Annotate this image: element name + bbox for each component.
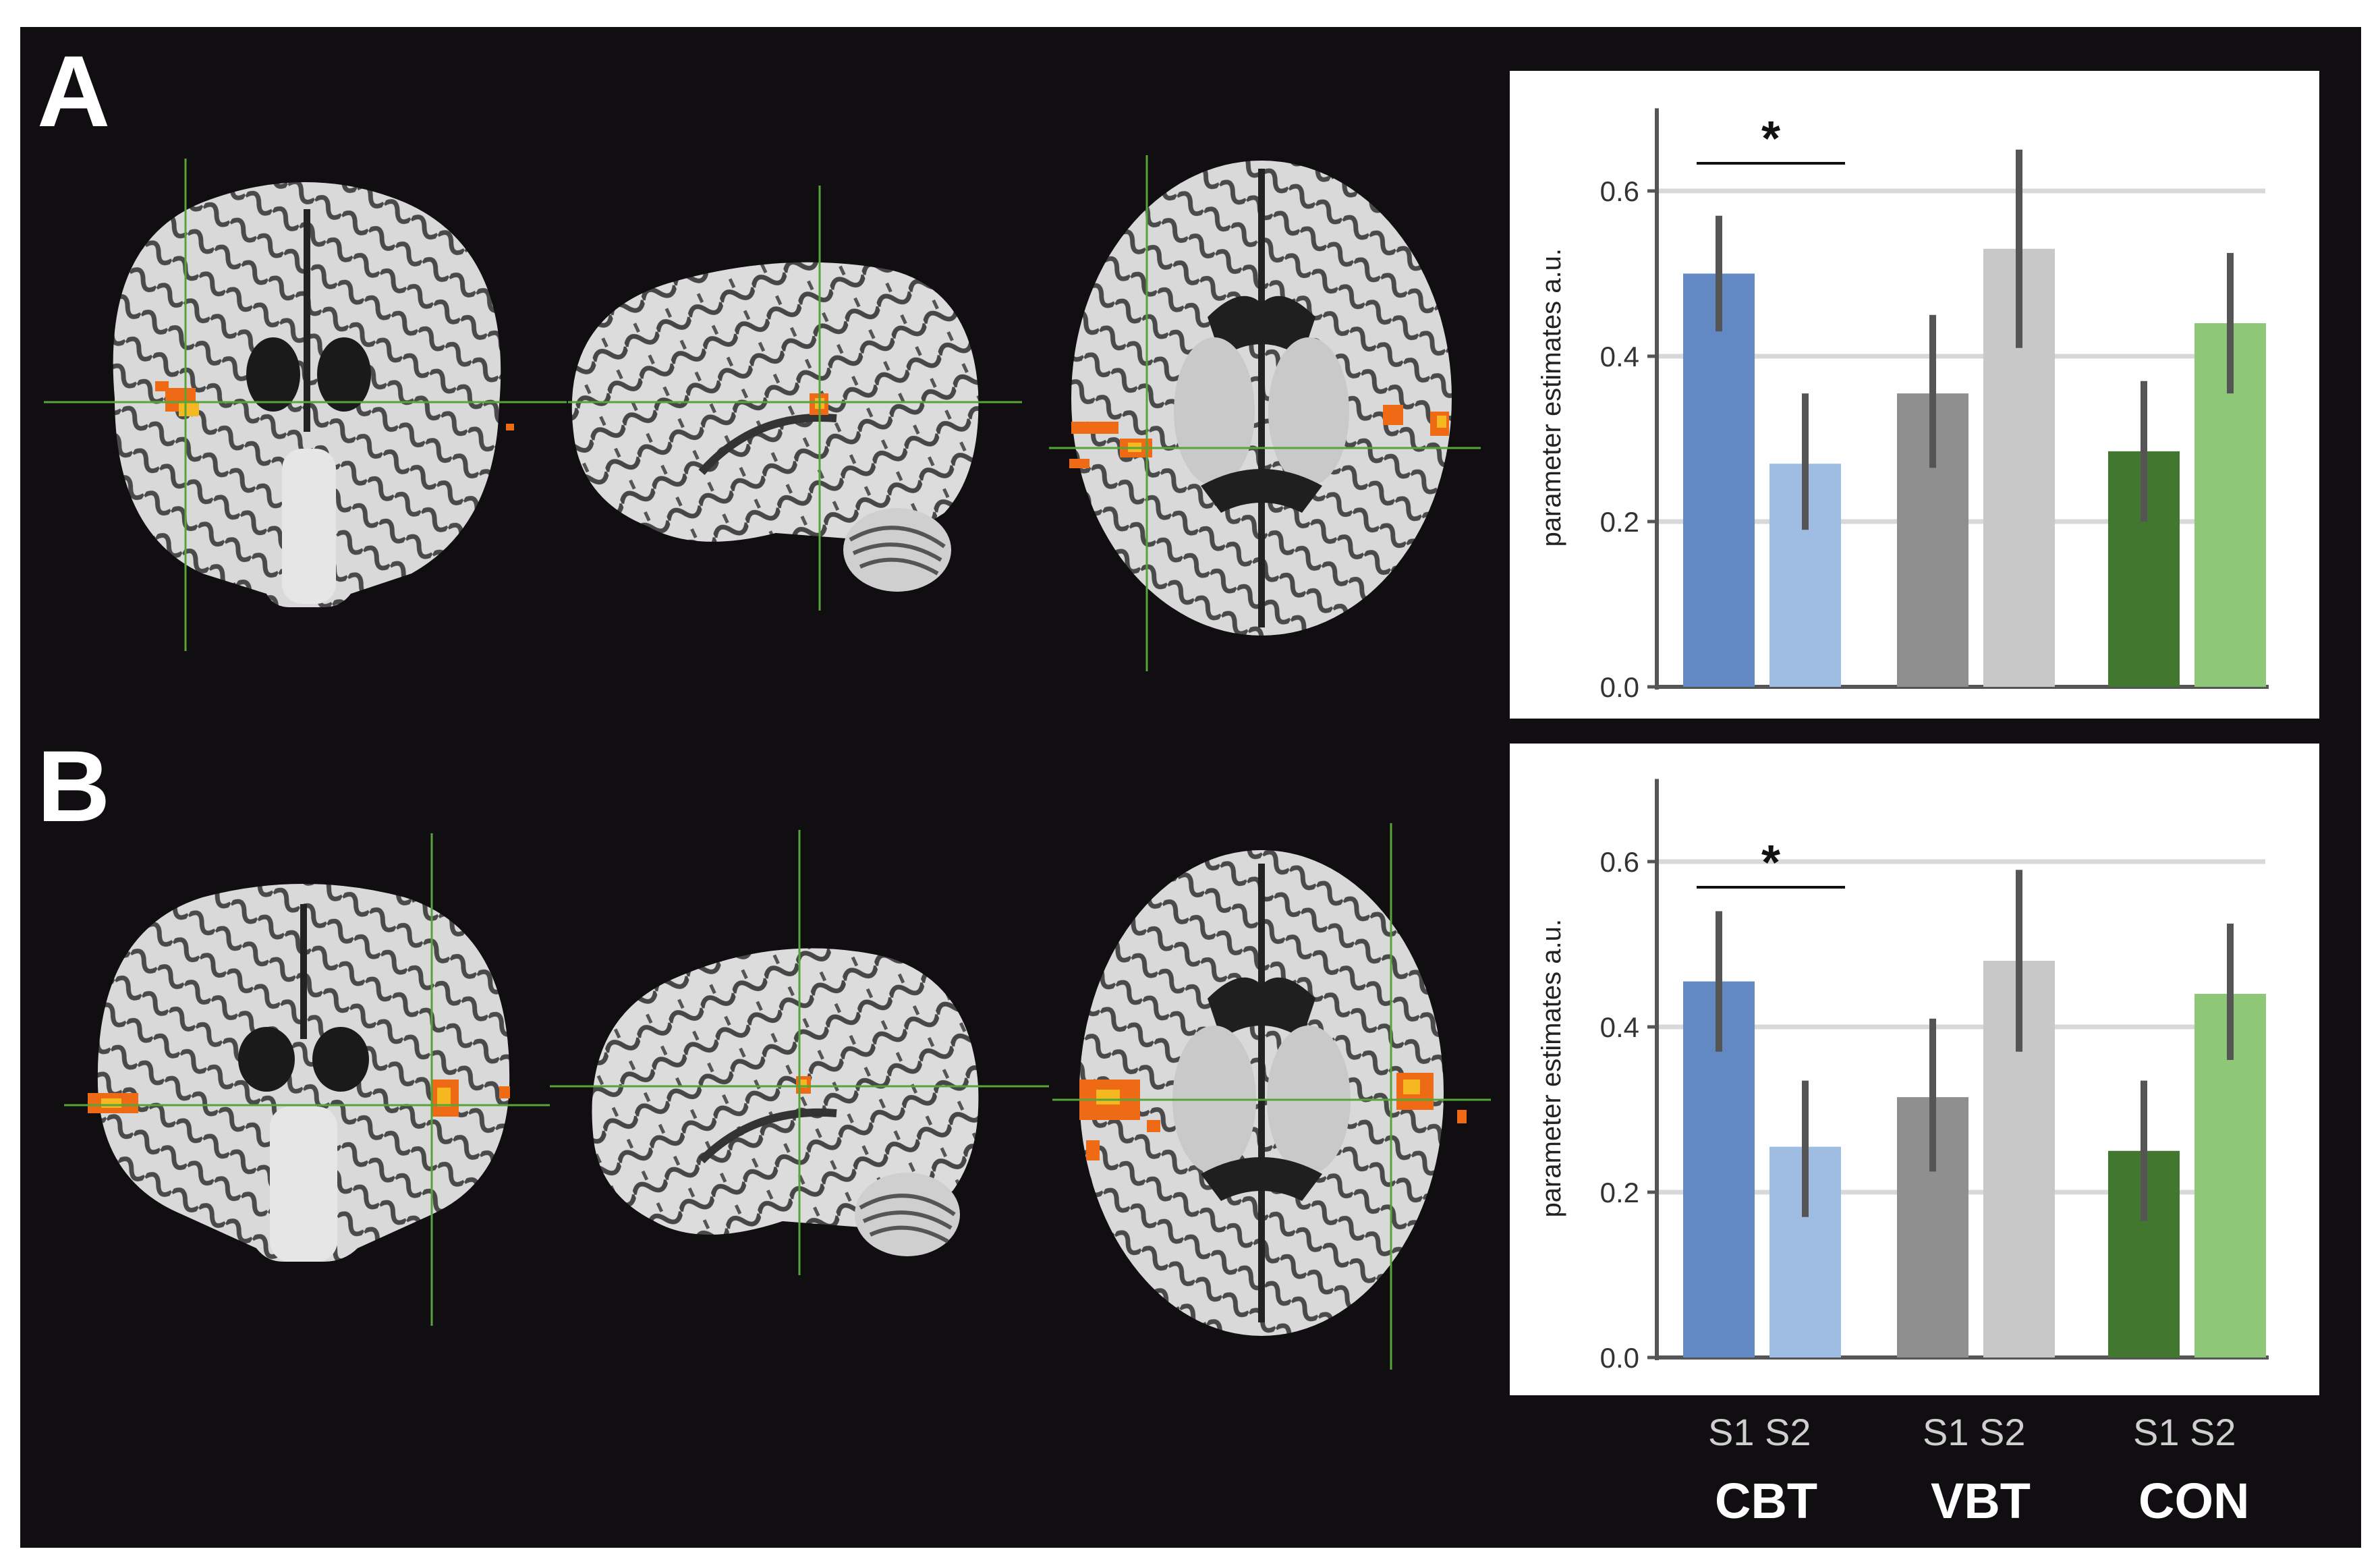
y-axis-label: parameter estimates a.u. xyxy=(1537,248,1566,547)
panel-b-coronal-slice xyxy=(97,884,510,1262)
session-label-vbt: S1 S2 xyxy=(1923,1411,2026,1453)
panel-a-crosshairs xyxy=(44,155,1481,671)
y-axis-label: parameter estimates a.u. xyxy=(1537,919,1566,1217)
significance-marker: * xyxy=(1761,112,1780,166)
y-tick-label: 0.6 xyxy=(1600,846,1639,878)
panel-a-coronal-slice xyxy=(113,182,501,607)
session-label-cbt: S1 S2 xyxy=(1708,1411,1811,1453)
panel-b-axial-slice xyxy=(1079,850,1444,1336)
y-tick-label: 0.6 xyxy=(1600,175,1639,207)
group-label-con: CON xyxy=(2138,1473,2250,1529)
chart-panel-a: 0.0 0.2 0.4 0.6 parameter estimates a.u. * xyxy=(1510,71,2319,719)
y-tick-label: 0.4 xyxy=(1600,1011,1639,1043)
panel-a-sagittal-slice xyxy=(571,262,979,592)
panel-letter-b: B xyxy=(37,729,111,843)
panel-b-sagittal-slice xyxy=(592,948,979,1256)
y-tick-label: 0.0 xyxy=(1600,1342,1639,1374)
chart-panel-b: 0.0 0.2 0.4 0.6 parameter estimates a.u. * xyxy=(1510,744,2319,1395)
group-label-cbt: CBT xyxy=(1715,1473,1818,1529)
panel-letter-a: A xyxy=(37,34,111,148)
bar-cbt-s1 xyxy=(1683,273,1755,687)
y-tick-label: 0.2 xyxy=(1600,1177,1639,1208)
y-tick-label: 0.4 xyxy=(1600,341,1639,372)
panel-a-axial-slice xyxy=(1071,161,1452,636)
y-tick-label: 0.2 xyxy=(1600,506,1639,538)
y-tick-label: 0.0 xyxy=(1600,671,1639,703)
significance-marker: * xyxy=(1761,836,1780,890)
group-label-vbt: VBT xyxy=(1931,1473,2031,1529)
panel-b-crosshairs xyxy=(64,823,1491,1370)
session-label-con: S1 S2 xyxy=(2133,1411,2236,1453)
